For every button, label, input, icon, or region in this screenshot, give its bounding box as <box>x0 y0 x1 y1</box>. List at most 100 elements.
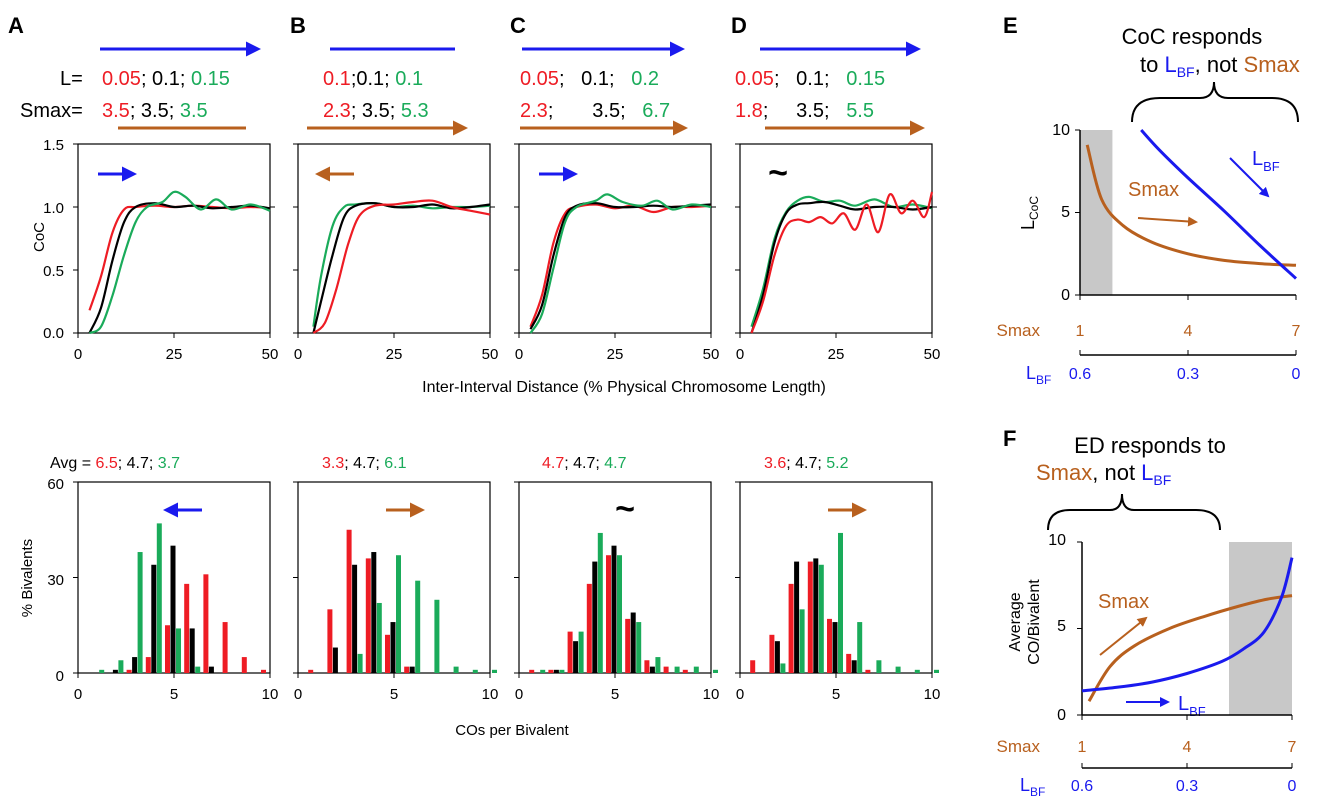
coc-yticks: 0.0 0.5 1.0 1.5 <box>43 137 64 342</box>
ed-bar-green <box>453 666 459 673</box>
ed-bar-green <box>415 580 421 673</box>
ed-bar-green <box>357 653 363 673</box>
coc-ylabel: CoC <box>31 222 48 252</box>
panel-f-title-1: ED responds to <box>1074 433 1226 458</box>
ed-bar-green <box>636 622 642 673</box>
panel-f-smax-tick: 1 <box>1078 739 1087 756</box>
coc-line-green <box>750 195 933 328</box>
ed-bar-black <box>390 622 396 673</box>
ylabel-line: Average <box>1007 592 1024 651</box>
coc-ytick: 1.0 <box>43 200 64 217</box>
ed-bar-black <box>832 622 838 673</box>
s-black: ; 3.5; <box>130 100 180 122</box>
ed-bar-red <box>586 583 592 673</box>
l-red: 0.05 <box>520 68 559 90</box>
ed-bar-red <box>750 660 756 673</box>
ed-bar-black <box>630 612 636 673</box>
panel-e-smax-tick: 4 <box>1184 323 1193 340</box>
header-s-a: 3.5; 3.5; 3.5 <box>102 100 208 122</box>
ed-bar-red <box>625 618 631 673</box>
avg-black: ; 4.7; <box>118 455 158 472</box>
avg-a: Avg = 6.5; 4.7; 3.7 <box>50 455 180 472</box>
panel-e-lbf-label: LBF <box>1026 363 1051 387</box>
ed-bar-red <box>827 618 832 673</box>
lbf-sub: BF <box>1030 785 1045 799</box>
panel-e-lbf-tick: 0.3 <box>1177 366 1199 383</box>
avg-d: 3.6; 4.7; 5.2 <box>764 455 849 472</box>
coc-line-green <box>88 190 271 335</box>
title-smax: Smax <box>1244 52 1300 77</box>
header-s-b: 2.3; 3.5; 5.3 <box>323 100 429 122</box>
coc-frame-b <box>297 143 491 334</box>
panel-e-curve-lbf: LBF <box>1252 148 1280 174</box>
coc-line-black <box>750 200 933 334</box>
panel-e-ytick: 5 <box>1061 204 1070 221</box>
ed-bar-green <box>934 669 939 673</box>
header-l-c: 0.05; 0.1; 0.2 <box>520 68 659 90</box>
avg-green: 5.2 <box>826 455 848 472</box>
ed-bar-green <box>472 669 478 673</box>
coc-xtick-label: 50 <box>703 346 720 363</box>
avg-red: 4.7 <box>542 455 564 472</box>
ed-bar-red <box>327 609 333 673</box>
coc-line-red <box>312 199 491 334</box>
panel-f-ylabel: Average CO/Bivalent <box>1007 579 1043 665</box>
title-to: to <box>1140 52 1164 77</box>
ed-bar-red <box>769 634 775 673</box>
panel-letter-d: D <box>731 13 747 38</box>
label-l: L= <box>60 68 83 90</box>
ed-bar-black <box>611 545 617 673</box>
coc-xtick-label: 50 <box>924 346 941 363</box>
ed-bar-black <box>794 561 800 673</box>
ed-bar-green <box>176 628 181 673</box>
coc-trend-marker: ~ <box>768 154 788 192</box>
l-red: 0.05 <box>102 68 141 90</box>
panel-e-smax-arrow <box>1137 216 1198 227</box>
s-green: 5.5 <box>846 100 874 122</box>
ed-bar-green <box>617 555 622 673</box>
ed-bar-red <box>241 657 247 673</box>
ylabel-line: CO/Bivalent <box>1026 579 1043 665</box>
ed-bar-red <box>529 669 535 673</box>
lbf-main: L <box>1026 363 1036 383</box>
ed-bar-red <box>308 669 314 673</box>
coc-line-black <box>88 202 271 334</box>
panel-e-line-blue <box>1140 128 1298 280</box>
avg-green: 4.7 <box>604 455 626 472</box>
ed-bar-green <box>818 564 824 673</box>
l-green: 0.15 <box>191 68 230 90</box>
panel-e-smax-label: Smax <box>997 321 1041 340</box>
coc-xtick-label: 0 <box>74 346 82 363</box>
l-black: ;0.1; <box>351 68 395 90</box>
avg-prefix: Avg = <box>50 455 96 472</box>
ed-bar-green <box>597 532 603 673</box>
header-l-b: 0.1;0.1; 0.1 <box>323 68 423 90</box>
ed-bar-red <box>567 631 573 673</box>
ed-xtick-label: 10 <box>924 686 941 703</box>
ed-bar-green <box>914 669 920 673</box>
ed-bar-green <box>674 666 680 673</box>
panel-e-title-1: CoC responds <box>1122 24 1263 49</box>
ed-bar-black <box>352 564 358 673</box>
panel-f-title-2: Smax, not LBF <box>1036 460 1171 488</box>
s-black: ; 3.5; <box>763 100 846 122</box>
ed-bar-green <box>376 602 382 673</box>
panel-e-brace <box>1131 81 1299 123</box>
ed-ytick: 30 <box>47 572 64 589</box>
ed-bar-green <box>693 666 699 673</box>
panel-e-smax-tick: 7 <box>1292 323 1301 340</box>
plot-layer: 0 25 500 5 100 25 500 5 100 25 500 5 10~0 25 50~0 5 10 <box>73 128 1298 720</box>
ed-bar-red <box>548 669 554 673</box>
header-s-c: 2.3; 3.5; 6.7 <box>520 100 670 122</box>
ed-bar-black <box>851 660 857 673</box>
ed-xtick-label: 0 <box>736 686 744 703</box>
panel-e-ylabel: LCoC <box>1018 196 1041 230</box>
panel-f-lbf-tick: 0.6 <box>1071 778 1093 795</box>
panel-f-smax-arrow <box>1099 616 1148 656</box>
avg-green: 3.7 <box>158 455 180 472</box>
s-green: 3.5 <box>180 100 208 122</box>
coc-line-red <box>750 191 934 334</box>
ed-xtick-label: 5 <box>611 686 619 703</box>
coc-xtick-label: 0 <box>294 346 302 363</box>
ed-bar-red <box>126 669 132 673</box>
